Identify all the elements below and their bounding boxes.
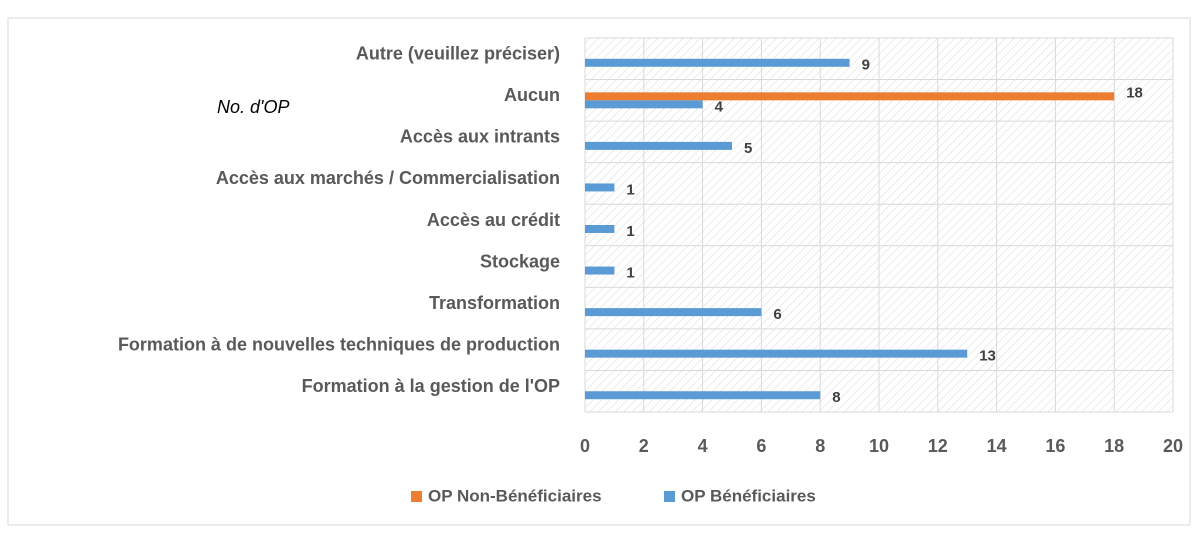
bar (585, 100, 703, 109)
y-tick-label: Autre (veuillez préciser) (356, 44, 560, 64)
value-label: 4 (715, 98, 724, 115)
legend-swatch (664, 491, 675, 502)
bar (585, 58, 850, 67)
value-label: 13 (979, 348, 996, 365)
x-tick-label: 6 (756, 436, 766, 456)
x-tick-label: 8 (815, 436, 825, 456)
legend-label: OP Non-Bénéficiaires (428, 486, 602, 505)
x-tick-label: 12 (928, 436, 948, 456)
value-label: 6 (773, 306, 781, 323)
legend-label: OP Bénéficiaires (681, 486, 816, 505)
value-label: 8 (832, 389, 840, 406)
y-tick-label: Formation à de nouvelles techniques de p… (118, 334, 560, 354)
x-tick-label: 18 (1104, 436, 1124, 456)
x-tick-label: 10 (869, 436, 889, 456)
bar (585, 266, 615, 275)
x-tick-label: 20 (1163, 436, 1183, 456)
value-label: 18 (1126, 84, 1143, 101)
x-tick-label: 4 (698, 436, 708, 456)
y-tick-label: Accès au crédit (427, 210, 560, 230)
bar (585, 308, 762, 317)
y-tick-label: Aucun (504, 85, 560, 105)
bar (585, 349, 968, 358)
value-label: 9 (862, 57, 870, 74)
x-tick-label: 2 (639, 436, 649, 456)
y-tick-label: Accès aux intrants (400, 127, 560, 147)
value-label: 1 (626, 265, 634, 282)
bar (585, 141, 732, 150)
value-label: 1 (626, 181, 634, 198)
y-tick-label: Stockage (480, 251, 560, 271)
value-label: 1 (626, 223, 634, 240)
bar (585, 225, 615, 233)
bar (585, 391, 821, 400)
annotation: No. d'OP (217, 97, 289, 117)
y-tick-label: Accès aux marchés / Commercialisation (216, 168, 560, 188)
x-tick-label: 0 (580, 436, 590, 456)
bar (585, 92, 1115, 101)
y-tick-label: Formation à la gestion de l'OP (302, 376, 560, 396)
value-label: 5 (744, 140, 752, 157)
legend-swatch (411, 491, 422, 502)
x-tick-label: 14 (987, 436, 1007, 456)
x-tick-label: 16 (1045, 436, 1065, 456)
y-tick-label: Transformation (429, 293, 560, 313)
bar (585, 183, 615, 192)
